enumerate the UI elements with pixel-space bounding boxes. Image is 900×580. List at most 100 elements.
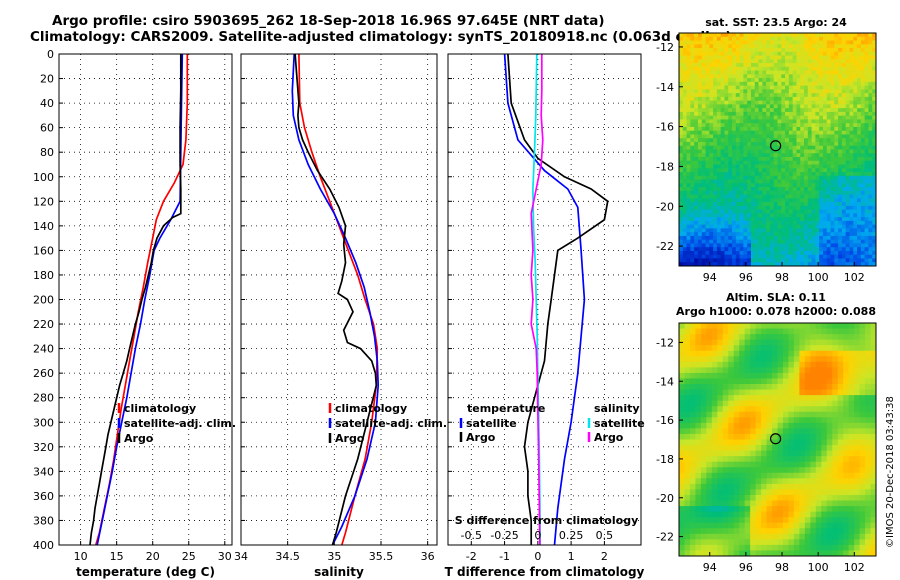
map-cell [722, 494, 729, 502]
map-cell [689, 478, 697, 485]
map-cell [788, 175, 794, 181]
map-cell [679, 183, 684, 188]
map-cell [772, 372, 779, 380]
map-cell [773, 119, 779, 124]
map-cell [826, 141, 832, 147]
map-cell [705, 51, 710, 57]
map-cell [733, 494, 740, 502]
map-cell [849, 40, 854, 45]
map-cell [755, 445, 762, 452]
map-cell [788, 239, 794, 245]
map-cell [815, 533, 822, 540]
map-cell [762, 175, 767, 181]
map-cell [872, 183, 876, 188]
map-cell [762, 100, 767, 106]
map-cell [766, 89, 771, 94]
map-cell [788, 528, 795, 535]
map-cell [788, 217, 794, 222]
map-cell [804, 70, 809, 75]
map-cell [815, 367, 822, 374]
map-cell [815, 59, 820, 64]
map-cell [724, 153, 729, 158]
map-cell [720, 66, 726, 72]
map-cell [739, 126, 745, 132]
map-cell [830, 172, 835, 177]
map-cell [854, 378, 861, 385]
map-cell [684, 506, 691, 513]
map-cell [785, 66, 790, 72]
map-cell [694, 258, 699, 263]
map-cell [700, 411, 707, 418]
map-cell [854, 417, 861, 424]
map-cell [841, 202, 847, 207]
map-cell [689, 378, 697, 385]
map-cell [872, 153, 876, 158]
map-cell [705, 100, 710, 106]
map-cell [793, 400, 800, 407]
map-cell [750, 361, 757, 368]
map-cell [826, 489, 833, 496]
map-cell [732, 217, 737, 222]
map-cell [781, 123, 786, 128]
map-cell [830, 153, 835, 158]
map-cell [868, 164, 873, 169]
map-cell [773, 220, 779, 226]
map-cell [758, 63, 763, 68]
map-cell [819, 194, 824, 199]
map-cell [679, 134, 684, 139]
map-cell [807, 213, 813, 218]
map-cell [684, 372, 691, 380]
map-cell [709, 262, 714, 266]
map-cell [822, 96, 828, 102]
map-cell [777, 372, 784, 380]
map-cell [868, 33, 873, 38]
map-cell [811, 126, 816, 132]
map-cell [777, 400, 784, 407]
map-cell [695, 506, 702, 513]
map-cell [826, 190, 832, 196]
map-cell [773, 44, 779, 49]
map-cell [868, 85, 873, 90]
map-cell [826, 202, 832, 207]
map-cell [706, 450, 713, 457]
map-cell [845, 217, 851, 222]
map-cell [735, 70, 741, 75]
map-cell [782, 472, 790, 479]
map-cell [700, 361, 707, 368]
map-cell [815, 153, 820, 158]
map-cell [766, 334, 773, 341]
map-cell [864, 100, 870, 106]
map-cell [792, 85, 798, 90]
map-cell [796, 66, 801, 72]
map-cell [724, 89, 729, 94]
map-cell [796, 228, 801, 233]
map-cell [682, 247, 688, 252]
map-cell [761, 483, 768, 491]
map-cell [701, 81, 707, 87]
map-cell [826, 96, 832, 102]
map-cell [766, 96, 771, 102]
map-cell [733, 361, 740, 368]
map-cell [788, 190, 794, 196]
map-cell [697, 235, 703, 241]
map-cell [720, 59, 726, 64]
map-cell [785, 89, 790, 94]
map-cell [777, 51, 782, 57]
map-cell [804, 433, 811, 441]
map-cell [821, 544, 828, 552]
map-cell [689, 361, 697, 368]
map-cell [747, 153, 752, 158]
map-cell [800, 179, 805, 184]
map-cell [716, 209, 722, 214]
map-cell [679, 428, 686, 435]
map-cell [834, 40, 839, 45]
map-cell [739, 262, 745, 266]
map-cell [857, 220, 862, 226]
map-cell [701, 239, 707, 245]
map-cell [807, 81, 813, 87]
map-cell [864, 220, 870, 226]
map-cell [785, 217, 790, 222]
map-cell [868, 198, 873, 203]
map-cell [819, 157, 824, 162]
map-cell [686, 78, 691, 83]
